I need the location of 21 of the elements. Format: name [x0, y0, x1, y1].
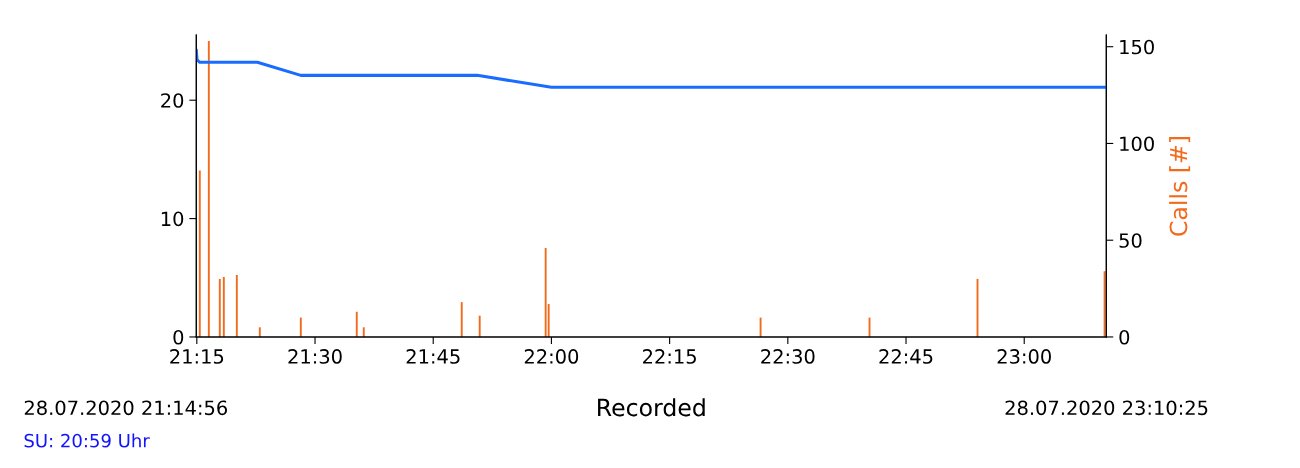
text: 28.07.2020 23:10:25	[1005, 400, 1208, 416]
x-tick-label: 23:00	[997, 349, 1051, 364]
x-tick-label: 21:45	[406, 349, 460, 364]
y2-tick-label: 0	[1119, 329, 1130, 345]
x-tick-label: 22:30	[761, 349, 815, 364]
text: 28.07.2020 21:14:56	[24, 400, 228, 416]
x-tick-label: 22:45	[879, 349, 933, 364]
y-tick-label: 20	[161, 93, 184, 108]
x-tick-label: 21:30	[288, 349, 342, 364]
x-tick-label: 21:15	[170, 349, 224, 364]
x-tick-label: 22:15	[643, 349, 696, 364]
x-axis-title: Recorded	[598, 398, 705, 417]
y-tick-label: 0	[173, 329, 184, 345]
x-tick-label: 22:00	[524, 349, 579, 364]
y-tick-label: 10	[161, 211, 184, 227]
y2-tick-label: 50	[1119, 233, 1142, 248]
y2-tick-label: 100	[1120, 136, 1154, 152]
line-series	[196, 48, 1107, 89]
y2-tick-label: 150	[1120, 39, 1154, 55]
y2-axis-title: Calls [#]	[1169, 137, 1191, 236]
text: SU: 20:59 Uhr	[24, 433, 150, 448]
